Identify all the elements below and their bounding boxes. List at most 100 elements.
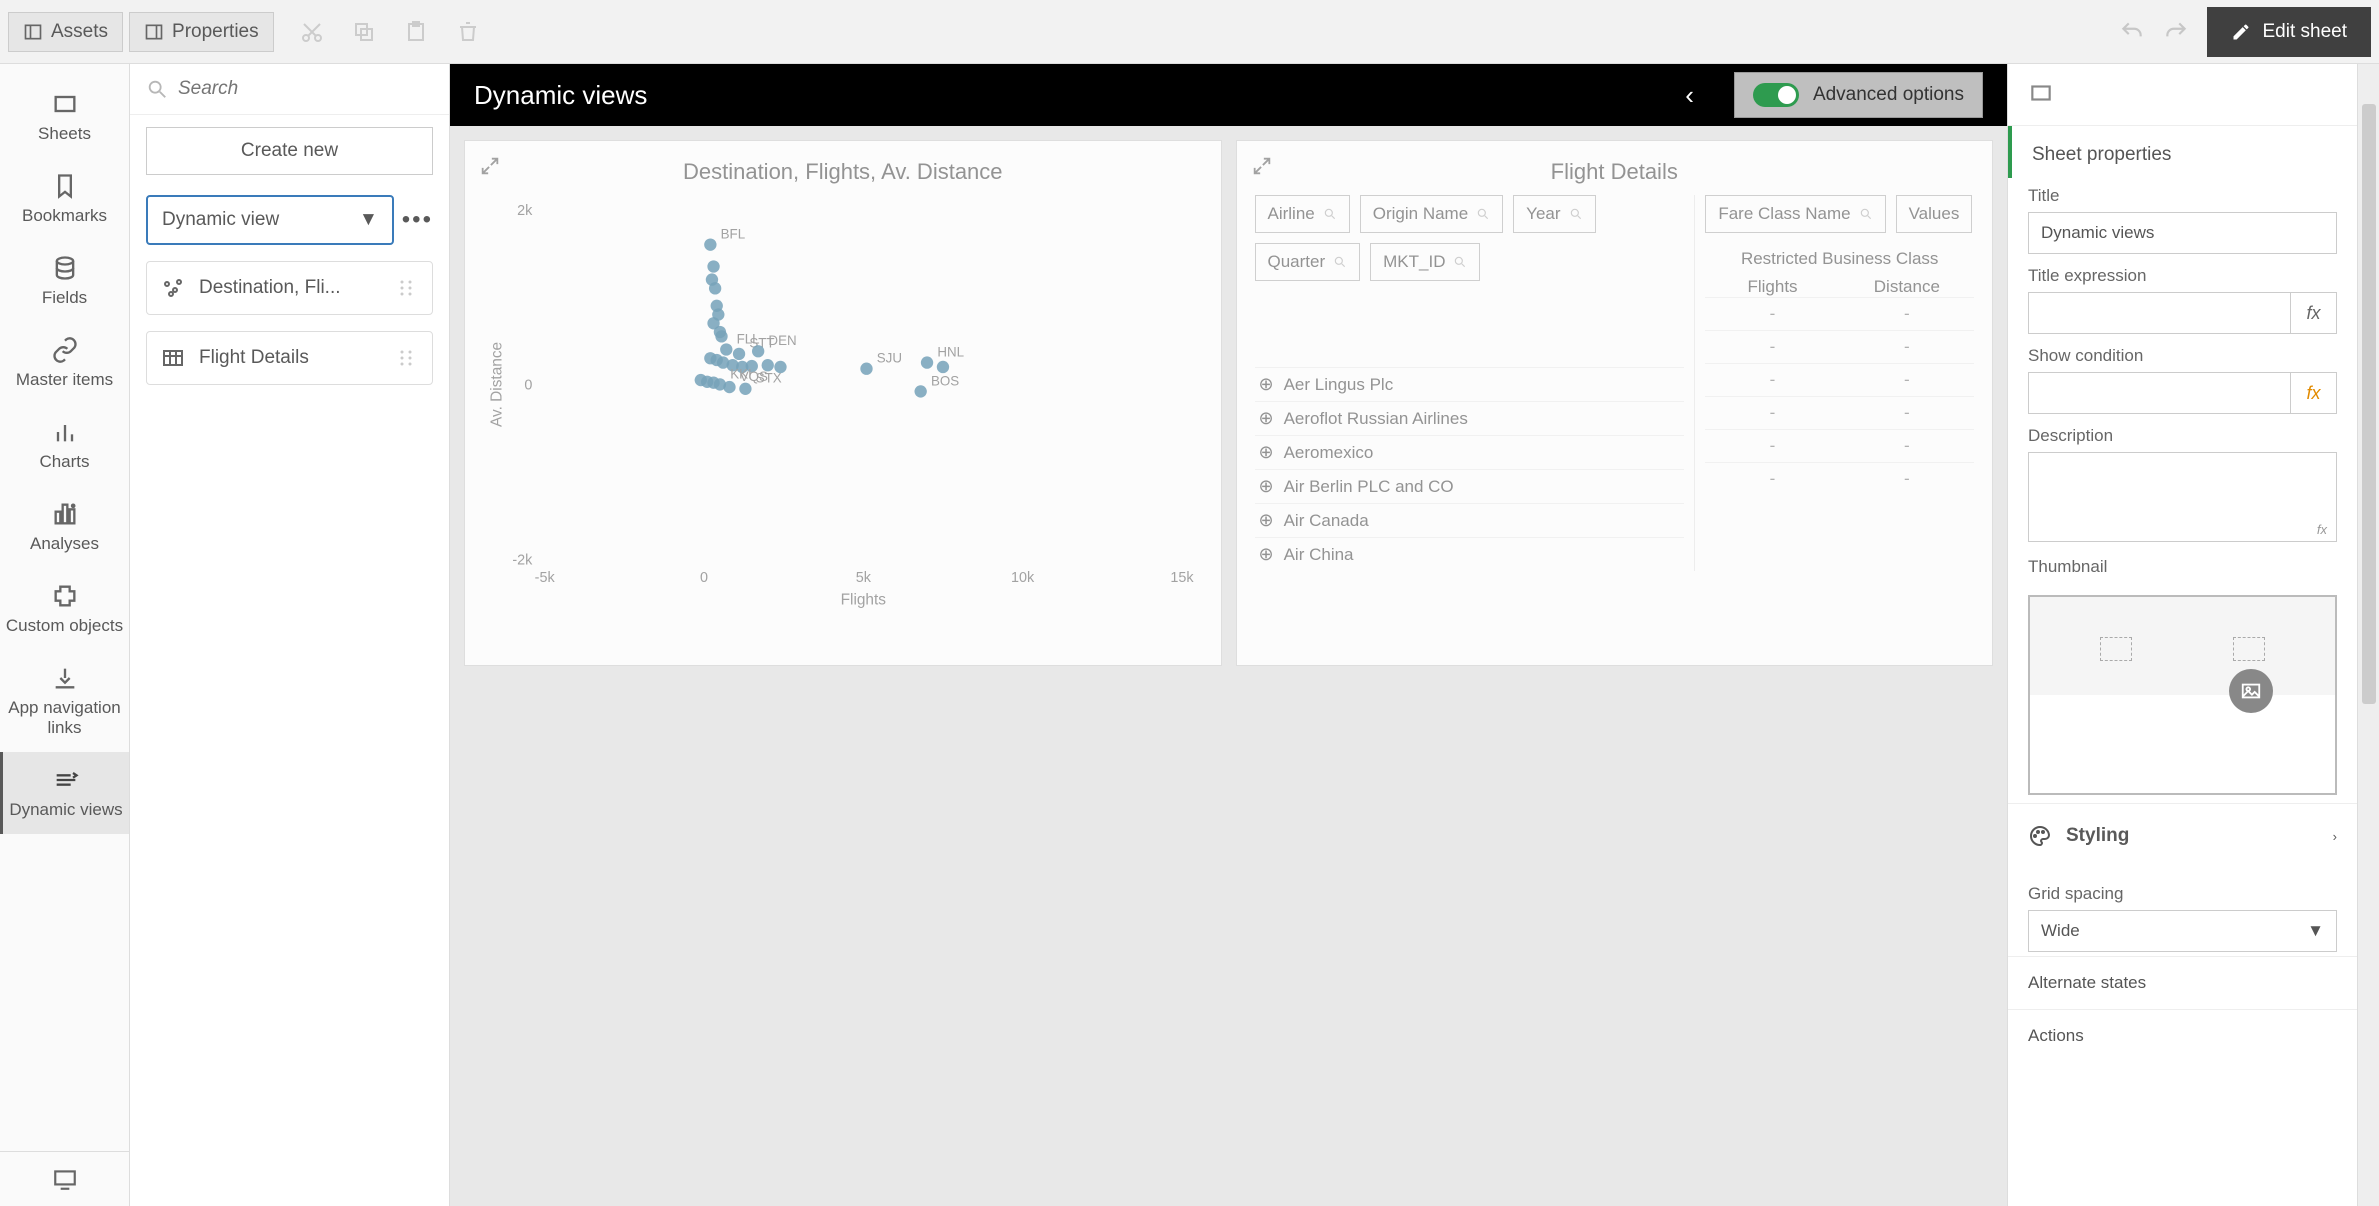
filter-chip[interactable]: Airline (1255, 195, 1350, 233)
grid-spacing-label: Grid spacing (2028, 884, 2337, 904)
asset-item-scatter[interactable]: Destination, Fli... (146, 261, 433, 315)
nav-label: Bookmarks (22, 206, 107, 226)
svg-text:Flights: Flights (841, 591, 887, 608)
table-row[interactable]: ⊕Aeromexico (1255, 435, 1685, 469)
description-input[interactable] (2028, 452, 2337, 542)
nav-bookmarks[interactable]: Bookmarks (0, 158, 129, 240)
search-input[interactable] (178, 78, 433, 100)
nav-links-icon (51, 664, 79, 692)
filter-chip[interactable]: Quarter (1255, 243, 1361, 281)
nav-analyses[interactable]: Analyses (0, 486, 129, 568)
table-row[interactable]: ⊕Air Berlin PLC and CO (1255, 469, 1685, 503)
svg-text:-5k: -5k (535, 570, 556, 586)
expand-icon[interactable]: ⊕ (1259, 374, 1274, 395)
chevron-down-icon: ▼ (2307, 921, 2324, 941)
copy-icon[interactable] (352, 20, 376, 44)
bookmark-icon (51, 172, 79, 200)
nav-sheets[interactable]: Sheets (0, 76, 129, 158)
database-icon (51, 254, 79, 282)
svg-text:Av. Distance: Av. Distance (489, 342, 506, 427)
delete-icon[interactable] (456, 20, 480, 44)
expand-icon[interactable] (1251, 155, 1273, 177)
table-row[interactable]: ⊕Air Canada (1255, 503, 1685, 537)
canvas-title: Dynamic views (474, 80, 647, 111)
toggle-switch (1753, 83, 1799, 107)
properties-panel: Sheet properties Title Title expression … (2007, 64, 2357, 1206)
undo-icon[interactable] (2119, 19, 2145, 45)
analyses-icon (51, 500, 79, 528)
properties-tab[interactable]: Properties (129, 12, 274, 52)
grid-spacing-select[interactable]: Wide ▼ (2028, 910, 2337, 952)
more-options-icon[interactable]: ••• (402, 206, 433, 234)
nav-charts[interactable]: Charts (0, 404, 129, 486)
scatter-card[interactable]: Destination, Flights, Av. Distance -5k05… (464, 140, 1222, 666)
cut-icon[interactable] (300, 20, 324, 44)
expand-icon[interactable]: ⊕ (1259, 476, 1274, 497)
nav-label: Sheets (38, 124, 91, 144)
left-nav: Sheets Bookmarks Fields Master items Cha… (0, 64, 130, 1206)
edit-sheet-button[interactable]: Edit sheet (2207, 7, 2372, 57)
sheet-icon (2028, 80, 2054, 106)
expand-icon[interactable]: ⊕ (1259, 510, 1274, 531)
advanced-options-toggle[interactable]: Advanced options (1734, 72, 1983, 118)
filter-chip[interactable]: Values (1896, 195, 1973, 233)
nav-fields[interactable]: Fields (0, 240, 129, 322)
filter-chip[interactable]: Fare Class Name (1705, 195, 1885, 233)
expand-icon[interactable]: ⊕ (1259, 408, 1274, 429)
flight-details-card[interactable]: Flight Details Airline Origin Name Year … (1236, 140, 1994, 666)
svg-text:BFL: BFL (721, 226, 746, 241)
svg-text:DEN: DEN (768, 333, 796, 348)
alt-states-section[interactable]: Alternate states (2008, 956, 2357, 1009)
measure-row: -- (1705, 396, 1974, 429)
filter-chip[interactable]: Origin Name (1360, 195, 1503, 233)
link-icon (51, 336, 79, 364)
asset-item-table[interactable]: Flight Details (146, 331, 433, 385)
paste-icon[interactable] (404, 20, 428, 44)
table-row[interactable]: ⊕Air China (1255, 537, 1685, 571)
fx-button[interactable]: fx (2291, 372, 2337, 414)
table-row[interactable]: ⊕Aer Lingus Plc (1255, 367, 1685, 401)
thumbnail-box[interactable] (2028, 595, 2337, 795)
title-expr-input[interactable] (2028, 292, 2291, 334)
image-button[interactable] (2229, 669, 2273, 713)
puzzle-icon (51, 582, 79, 610)
svg-text:0: 0 (700, 570, 708, 586)
filter-chip[interactable]: MKT_ID (1370, 243, 1480, 281)
table-title: Flight Details (1255, 159, 1975, 185)
actions-section[interactable]: Actions (2008, 1009, 2357, 1062)
nav-label: Charts (39, 452, 89, 472)
redo-icon[interactable] (2163, 19, 2189, 45)
grid-spacing-value: Wide (2041, 921, 2080, 941)
svg-text:STX: STX (756, 371, 782, 386)
svg-text:10k: 10k (1011, 570, 1035, 586)
nav-label: Custom objects (6, 616, 123, 636)
nav-master-items[interactable]: Master items (0, 322, 129, 404)
title-input[interactable] (2028, 212, 2337, 254)
assets-tab[interactable]: Assets (8, 12, 123, 52)
expand-icon[interactable] (479, 155, 501, 177)
styling-row[interactable]: Styling › (2008, 803, 2357, 868)
scrollbar[interactable] (2357, 64, 2379, 1206)
nav-label: Master items (16, 370, 113, 390)
svg-text:2k: 2k (517, 203, 533, 219)
toolbar-icons (300, 20, 480, 44)
fx-icon[interactable]: fx (2317, 522, 2327, 537)
back-button[interactable]: ‹ (1685, 80, 1694, 111)
svg-text:BOS: BOS (931, 373, 959, 388)
expand-icon[interactable]: ⊕ (1259, 442, 1274, 463)
nav-dynamic-views[interactable]: Dynamic views (0, 752, 129, 834)
nav-custom-objects[interactable]: Custom objects (0, 568, 129, 650)
create-new-button[interactable]: Create new (146, 127, 433, 175)
show-cond-input[interactable] (2028, 372, 2291, 414)
nav-label: Analyses (30, 534, 99, 554)
nav-label: App navigation links (4, 698, 125, 738)
nav-app-navigation[interactable]: App navigation links (0, 650, 129, 752)
fx-button[interactable]: fx (2291, 292, 2337, 334)
expand-icon[interactable]: ⊕ (1259, 544, 1274, 565)
dynamic-view-dropdown[interactable]: Dynamic view ▼ (146, 195, 394, 245)
edit-sheet-label: Edit sheet (2263, 21, 2348, 43)
nav-footer[interactable] (0, 1151, 129, 1206)
filter-chip[interactable]: Year (1513, 195, 1595, 233)
scatter-chart: -5k05k10k15k-2k02kFlightsAv. DistanceBFL… (483, 195, 1203, 615)
table-row[interactable]: ⊕Aeroflot Russian Airlines (1255, 401, 1685, 435)
